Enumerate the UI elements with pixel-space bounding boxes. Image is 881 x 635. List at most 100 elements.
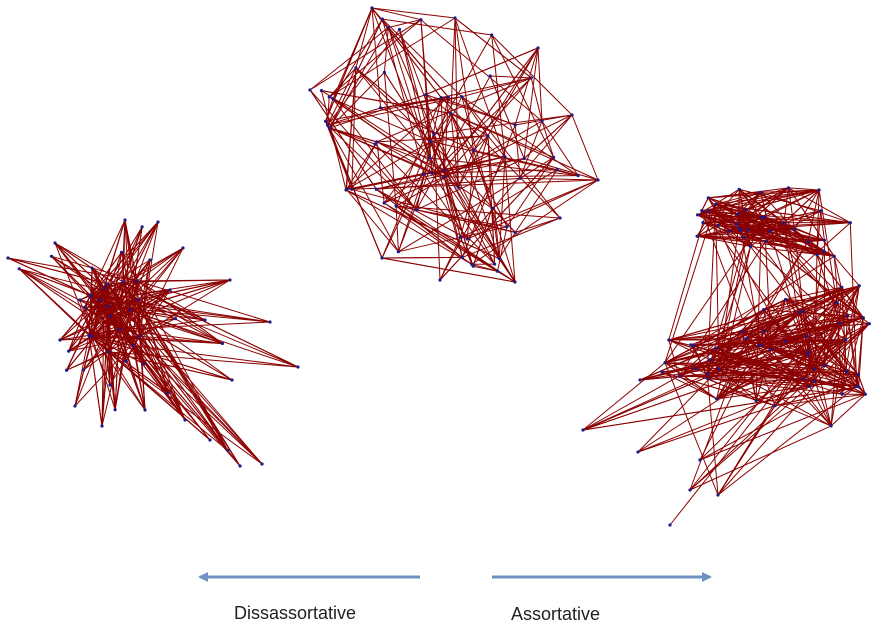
network-node (381, 18, 384, 21)
network-node (123, 218, 126, 221)
network-node (737, 226, 740, 229)
network-node (438, 278, 441, 281)
network-edge (333, 99, 431, 141)
network-node (496, 270, 499, 273)
network-node (449, 112, 452, 115)
network-edge (388, 28, 448, 98)
assortative-label: Assortative (511, 604, 600, 625)
network-node (513, 280, 516, 283)
network-node (716, 493, 719, 496)
network-node (693, 367, 696, 370)
network-node (238, 464, 241, 467)
network-node (472, 265, 475, 268)
network-edge (441, 78, 531, 98)
network-node (833, 255, 836, 258)
network-node (440, 96, 443, 99)
network-node (773, 404, 776, 407)
network-node (552, 156, 555, 159)
network-node (807, 350, 810, 353)
network-node (424, 93, 427, 96)
network-node (466, 237, 469, 240)
disassortative-network (6, 218, 299, 467)
network-node (823, 364, 826, 367)
network-node (125, 360, 128, 363)
network-node (505, 225, 508, 228)
network-edge (372, 8, 455, 18)
network-node (868, 322, 871, 325)
network-node (415, 208, 418, 211)
network-node (443, 175, 446, 178)
network-node (741, 330, 744, 333)
network-node (100, 424, 103, 427)
network-node (107, 350, 110, 353)
network-edge (789, 188, 820, 190)
network-node (132, 344, 135, 347)
network-node (737, 212, 740, 215)
network-node (744, 208, 747, 211)
network-node (493, 263, 496, 266)
network-node (489, 74, 492, 77)
network-node (428, 156, 431, 159)
network-node (498, 257, 501, 260)
network-node (331, 97, 334, 100)
network-node (380, 256, 383, 259)
network-edge (670, 286, 859, 525)
network-node (696, 213, 699, 216)
network-edge (328, 30, 400, 126)
network-node (350, 188, 353, 191)
network-node (432, 132, 435, 135)
network-node (128, 308, 131, 311)
network-node (375, 188, 378, 191)
network-node (700, 209, 703, 212)
network-node (715, 347, 718, 350)
network-node (663, 361, 666, 364)
network-node (108, 383, 111, 386)
network-node (443, 169, 446, 172)
network-node (841, 393, 844, 396)
network-node (556, 168, 559, 171)
network-node (746, 228, 749, 231)
network-node (423, 173, 426, 176)
network-edge (520, 178, 598, 180)
network-node (638, 378, 641, 381)
network-node (696, 235, 699, 238)
network-node (698, 458, 701, 461)
network-node (228, 278, 231, 281)
network-node (745, 337, 748, 340)
network-node (457, 186, 460, 189)
network-edge (444, 48, 538, 170)
network-node (802, 310, 805, 313)
network-node (78, 298, 81, 301)
network-edge (372, 8, 430, 158)
network-node (717, 367, 720, 370)
network-node (98, 299, 101, 302)
network-node (570, 113, 573, 116)
network-node (461, 256, 464, 259)
network-node (90, 335, 93, 338)
network-edge (55, 243, 104, 288)
network-node (103, 286, 106, 289)
network-node (58, 338, 61, 341)
network-node (763, 330, 766, 333)
network-node (137, 298, 140, 301)
network-node (813, 380, 816, 383)
network-edge (100, 300, 262, 464)
network-node (374, 143, 377, 146)
network-node (89, 295, 92, 298)
network-node (379, 106, 382, 109)
network-edge (821, 211, 825, 241)
network-node (138, 335, 141, 338)
network-node (864, 393, 867, 396)
network-node (296, 365, 299, 368)
network-node (120, 251, 123, 254)
network-node (844, 338, 847, 341)
network-edge (499, 157, 505, 259)
network-node (514, 123, 517, 126)
network-node (221, 342, 224, 345)
network-node (688, 488, 691, 491)
network-node (818, 188, 821, 191)
network-node (808, 385, 811, 388)
network-node (759, 344, 762, 347)
network-node (857, 385, 860, 388)
